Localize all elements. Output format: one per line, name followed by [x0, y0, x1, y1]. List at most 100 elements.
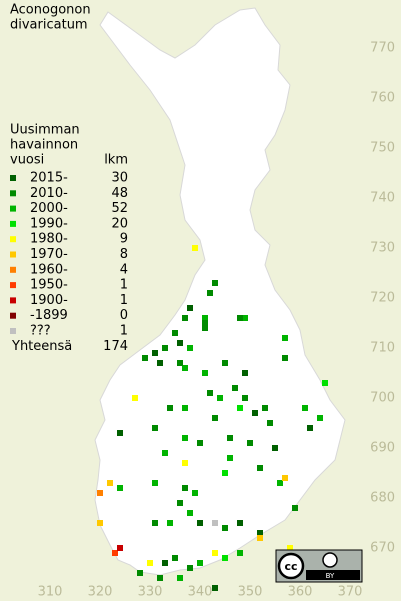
legend-swatch: [10, 205, 16, 212]
observation-square: [182, 315, 188, 321]
observation-square: [177, 340, 183, 346]
observations: [97, 245, 328, 591]
y-tick-label: 720: [370, 291, 395, 306]
observation-square: [117, 430, 123, 436]
legend-swatch: [10, 282, 16, 289]
by-icon: [322, 552, 338, 568]
observation-square: [267, 420, 273, 426]
observation-square: [132, 395, 138, 401]
legend-count: 4: [120, 262, 128, 277]
legend-header: lkm: [104, 153, 128, 168]
y-tick-label: 710: [370, 341, 395, 356]
observation-square: [182, 460, 188, 466]
badge-band: [306, 570, 360, 580]
observation-square: [152, 520, 158, 526]
y-tick-label: 680: [370, 491, 395, 506]
legend-label: ???: [30, 324, 51, 339]
observation-square: [152, 425, 158, 431]
title: divaricatum: [10, 18, 88, 33]
observation-square: [162, 345, 168, 351]
legend-swatch: [10, 328, 16, 334]
legend-count: 30: [111, 171, 128, 186]
observation-square: [187, 345, 193, 351]
observation-square: [192, 490, 198, 496]
observation-square: [202, 325, 208, 331]
observation-square: [177, 360, 183, 366]
y-tick-label: 690: [370, 441, 395, 456]
observation-square: [242, 315, 248, 321]
observation-square: [227, 455, 233, 461]
observation-square: [207, 290, 213, 296]
legend-label: 1980-: [30, 232, 68, 247]
by-text: BY: [326, 572, 335, 580]
legend-count: 48: [111, 186, 128, 201]
observation-square: [197, 560, 203, 566]
observation-square: [202, 320, 208, 326]
observation-square: [322, 380, 328, 386]
observation-square: [182, 405, 188, 411]
observation-square: [162, 450, 168, 456]
title: Aconogonon: [10, 3, 91, 18]
legend-total-label: Yhteensä: [11, 339, 72, 354]
observation-square: [212, 550, 218, 556]
observation-square: [167, 520, 173, 526]
observation-square: [237, 550, 243, 556]
observation-square: [262, 405, 268, 411]
observation-square: [172, 555, 178, 561]
observation-square: [107, 480, 113, 486]
observation-square: [197, 440, 203, 446]
observation-square: [222, 470, 228, 476]
observation-square: [157, 360, 163, 366]
legend-label: 2015-: [30, 171, 68, 186]
y-tick-label: 750: [370, 141, 395, 156]
legend-count: 8: [120, 247, 128, 262]
legend-label: -1899: [30, 308, 68, 323]
observation-square: [287, 545, 293, 551]
legend-header: havainnon: [10, 138, 78, 153]
legend-swatch: [10, 236, 16, 243]
observation-square: [222, 525, 228, 531]
observation-square: [202, 315, 208, 321]
observation-square: [202, 370, 208, 376]
legend-count: 1: [120, 278, 128, 293]
observation-square: [257, 530, 263, 536]
observation-square: [142, 355, 148, 361]
y-tick-label: 770: [370, 41, 395, 56]
observation-square: [237, 405, 243, 411]
observation-square: [117, 545, 123, 551]
legend-swatch: [10, 312, 16, 319]
legend-swatch: [10, 220, 16, 227]
observation-square: [302, 405, 308, 411]
observation-square: [307, 425, 313, 431]
observation-square: [212, 415, 218, 421]
legend-count: 52: [111, 201, 128, 216]
observation-square: [222, 555, 228, 561]
observation-square: [167, 405, 173, 411]
observation-square: [212, 280, 218, 286]
observation-square: [217, 395, 223, 401]
observation-square: [237, 315, 243, 321]
observation-square: [257, 535, 263, 541]
observation-square: [232, 385, 238, 391]
legend-count: 20: [111, 216, 128, 231]
observation-square: [157, 575, 163, 581]
observation-square: [277, 480, 283, 486]
legend-swatch: [10, 175, 16, 181]
x-tick-label: 350: [238, 585, 263, 600]
observation-square: [207, 390, 213, 396]
observation-square: [247, 440, 253, 446]
observation-square: [242, 395, 248, 401]
observation-square: [147, 560, 153, 566]
legend-swatch: [10, 190, 16, 197]
observation-square: [177, 500, 183, 506]
observation-square: [192, 245, 198, 251]
x-tick-label: 360: [288, 585, 313, 600]
y-tick-label: 670: [370, 541, 395, 556]
x-tick-label: 370: [338, 585, 363, 600]
legend-swatch: [10, 297, 16, 304]
observation-square: [212, 520, 218, 526]
legend-count: 0: [120, 308, 128, 323]
cc-text: cc: [284, 560, 297, 573]
observation-square: [97, 490, 103, 496]
